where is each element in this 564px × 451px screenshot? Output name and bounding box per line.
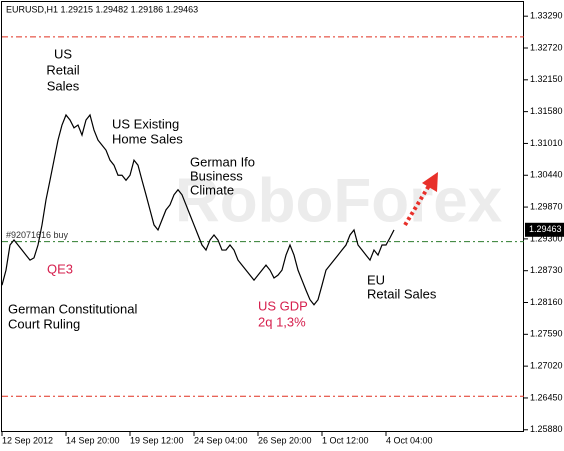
y-tick-label: 1.27020 (530, 361, 563, 371)
current-price-box (525, 222, 564, 237)
y-tick-label: 1.31010 (530, 138, 563, 148)
y-tick-label: 1.32720 (530, 42, 563, 52)
y-tick-label: 1.29300 (530, 233, 563, 243)
y-tick-label: 1.28730 (530, 265, 563, 275)
plot-frame (1, 1, 524, 432)
y-tick-label: 1.28160 (530, 297, 563, 307)
y-tick-label: 1.31580 (530, 106, 563, 116)
annotation: Court Ruling (8, 316, 80, 331)
y-tick-label: 1.32150 (530, 74, 563, 84)
x-tick-label: 19 Sep 12:00 (130, 435, 184, 445)
x-tick-label: 24 Sep 04:00 (194, 435, 248, 445)
y-tick-label: 1.33290 (530, 11, 563, 21)
x-tick-label: 14 Sep 20:00 (66, 435, 120, 445)
y-tick-label: 1.29870 (530, 201, 563, 211)
watermark: RoboForex (175, 166, 503, 235)
y-tick-label: 1.25880 (530, 424, 563, 434)
annotation: US Existing (112, 116, 179, 131)
annotation: QE3 (47, 261, 73, 276)
annotation: Retail Sales (367, 286, 437, 301)
annotation: EU (367, 272, 385, 287)
annotation: US GDP (258, 298, 308, 313)
price-line (1, 113, 395, 306)
y-tick-label: 1.26450 (530, 392, 563, 402)
forecast-arrow-head (422, 172, 438, 192)
annotation: US (54, 46, 72, 61)
chart-header: EURUSD,H1 1.29215 1.29482 1.29186 1.2946… (6, 4, 198, 14)
current-price-label: 1.29463 (529, 224, 562, 234)
x-tick-label: 4 Oct 04:00 (386, 435, 433, 445)
x-tick-label: 26 Sep 20:00 (258, 435, 312, 445)
annotation: Sales (47, 78, 80, 93)
annotation: Retail (46, 62, 79, 77)
annotation: Home Sales (112, 131, 183, 146)
y-tick-label: 1.30440 (530, 170, 563, 180)
x-tick-label: 12 Sep 2012 (2, 435, 53, 445)
annotation: Business (190, 168, 243, 183)
annotation: 2q 1,3% (258, 314, 306, 329)
forecast-arrow (403, 182, 432, 227)
annotation: German Constitutional (8, 301, 137, 316)
annotation: Climate (190, 182, 234, 197)
level-label: #92071616 buy (6, 230, 69, 240)
x-tick-label: 1 Oct 12:00 (322, 435, 369, 445)
y-tick-label: 1.27590 (530, 329, 563, 339)
annotation: German Ifo (190, 154, 255, 169)
